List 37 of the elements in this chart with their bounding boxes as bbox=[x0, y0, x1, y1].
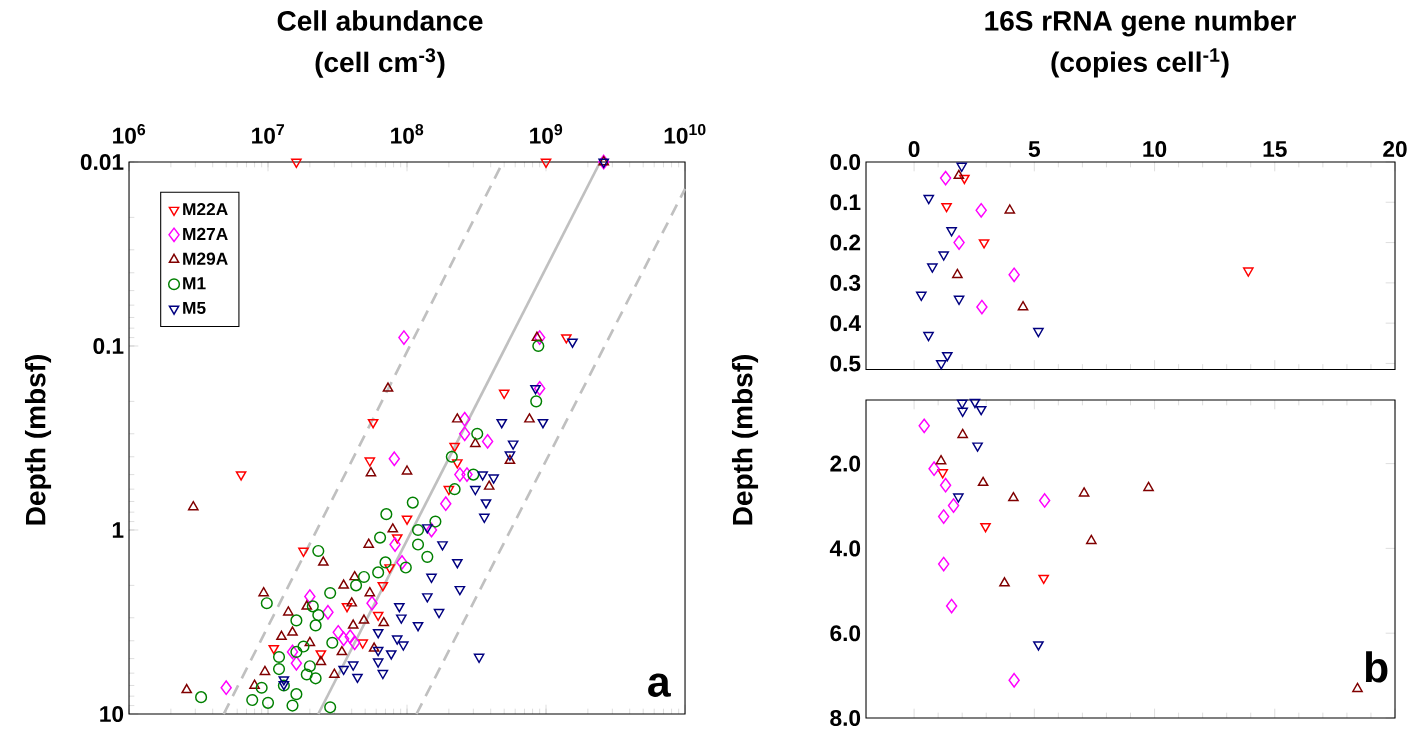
x-tick-label: 20 bbox=[1383, 140, 1407, 158]
x-tick-label: 10$^{9}$ bbox=[530, 124, 563, 144]
y-tick-label: 0.3 bbox=[830, 274, 861, 291]
y-tick-label: 6.0 bbox=[830, 625, 861, 642]
y-tick-label: 0.2 bbox=[830, 234, 861, 251]
x-tick-label: 10$^{8}$ bbox=[391, 124, 424, 144]
x-tick-label: 10$^{6}$ bbox=[113, 124, 146, 144]
x-tick-label: 0 bbox=[908, 140, 920, 158]
x-tick-label: 15 bbox=[1263, 141, 1287, 158]
legend-label: M29A bbox=[183, 252, 228, 265]
y-tick-label: 1 bbox=[112, 522, 124, 538]
x-tick-label: 10$^{7}$ bbox=[252, 124, 285, 144]
chart-title: Cell abundance bbox=[277, 10, 483, 31]
y-tick-label: 0.4 bbox=[830, 315, 861, 332]
y-tick-label: 0.1 bbox=[830, 194, 861, 211]
chart-subtitle: (copies cell$^{-1}$) bbox=[1051, 48, 1229, 78]
legend-label: M27A bbox=[183, 227, 228, 240]
y-axis-title: Depth (mbsf) bbox=[24, 355, 52, 525]
legend-label: M5 bbox=[183, 301, 206, 314]
chart-title: 16S rRNA gene number bbox=[985, 10, 1296, 37]
y-tick-label: 10 bbox=[100, 705, 124, 723]
y-tick-label: 4.0 bbox=[829, 540, 861, 557]
y-tick-label: 8.0 bbox=[830, 709, 861, 727]
y-tick-label: 0.0 bbox=[830, 153, 861, 171]
x-tick-label: 10 bbox=[1143, 140, 1167, 158]
y-tick-label: 0.01 bbox=[80, 153, 124, 171]
legend-label: M22A bbox=[183, 203, 228, 216]
x-tick-label: 5 bbox=[1028, 141, 1040, 158]
annotation: b bbox=[1365, 651, 1388, 683]
annotation: a bbox=[648, 673, 671, 697]
y-tick-label: 0.1 bbox=[93, 337, 124, 355]
y-tick-label: 2.0 bbox=[830, 455, 861, 472]
chart-subtitle: (cell cm$^{-3}$) bbox=[315, 48, 445, 78]
legend-label: M1 bbox=[183, 277, 206, 290]
y-axis-title: Depth (mbsf) bbox=[731, 355, 759, 525]
y-tick-label: 0.5 bbox=[830, 355, 861, 372]
x-tick-label: 10$^{10}$ bbox=[664, 124, 706, 144]
